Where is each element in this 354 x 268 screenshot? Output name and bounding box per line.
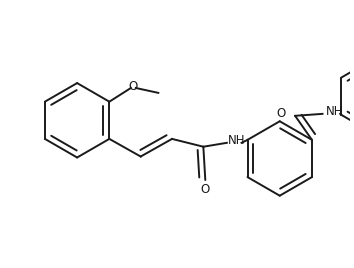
Text: NH: NH	[326, 105, 343, 118]
Text: O: O	[277, 107, 286, 121]
Text: O: O	[128, 80, 137, 92]
Text: O: O	[201, 183, 210, 196]
Text: NH: NH	[228, 134, 245, 147]
